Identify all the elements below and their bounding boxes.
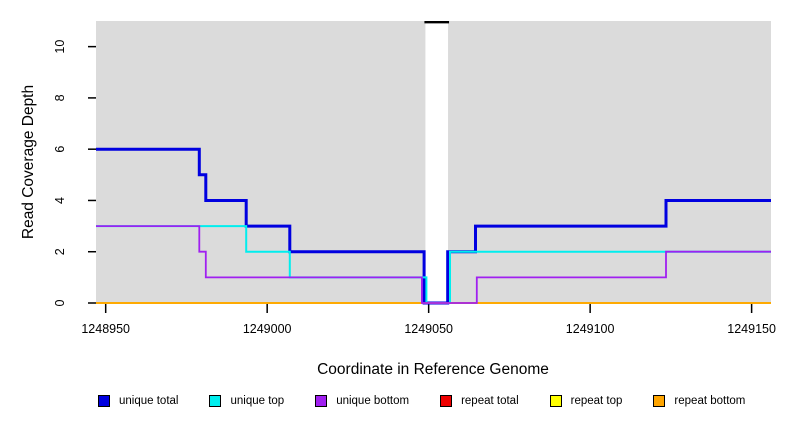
legend-label: repeat top bbox=[570, 395, 623, 407]
y-tick-label: 4 bbox=[53, 197, 67, 204]
y-tick-label: 0 bbox=[53, 299, 67, 306]
legend-swatch-unique-total bbox=[98, 395, 110, 407]
x-tick-label: 1248950 bbox=[81, 322, 130, 336]
x-tick-label: 1249150 bbox=[727, 322, 776, 336]
legend-item-repeat-total: repeat total bbox=[440, 395, 519, 407]
legend-swatch-repeat-bottom bbox=[653, 395, 666, 407]
legend-swatch-unique-bottom bbox=[315, 395, 328, 407]
legend-label: repeat total bbox=[461, 395, 519, 407]
gap-region bbox=[425, 21, 449, 303]
legend-label: unique total bbox=[119, 395, 179, 407]
x-tick-label: 1249000 bbox=[243, 322, 292, 336]
legend-label: unique top bbox=[230, 395, 285, 407]
x-axis-title: Coordinate in Reference Genome bbox=[317, 361, 549, 378]
y-axis-title: Read Coverage Depth bbox=[20, 84, 37, 240]
legend-item-unique-top: unique top bbox=[209, 395, 284, 407]
legend-swatch-repeat-total bbox=[440, 395, 453, 407]
legend-item-repeat-top: repeat top bbox=[549, 395, 623, 407]
legend-item-unique-total: unique total bbox=[98, 395, 178, 407]
legend-item-repeat-bottom: repeat bottom bbox=[653, 395, 745, 407]
legend-label: repeat bottom bbox=[674, 395, 746, 407]
legend-swatch-unique-top bbox=[209, 395, 222, 407]
legend-item-unique-bottom: unique bottom bbox=[315, 395, 409, 407]
y-tick-label: 8 bbox=[53, 94, 67, 101]
legend: unique total unique top unique bottom repea… bbox=[98, 395, 778, 407]
y-tick-label: 2 bbox=[53, 248, 67, 255]
series-unique-total bbox=[96, 147, 771, 305]
x-tick-label: 1249050 bbox=[404, 322, 453, 336]
y-tick-label: 10 bbox=[53, 40, 67, 54]
y-tick-label: 6 bbox=[53, 146, 67, 153]
legend-label: unique bottom bbox=[336, 395, 410, 407]
series-unique-bottom bbox=[96, 225, 771, 304]
x-tick-label: 1249100 bbox=[566, 322, 615, 336]
legend-swatch-repeat-top bbox=[549, 395, 562, 407]
